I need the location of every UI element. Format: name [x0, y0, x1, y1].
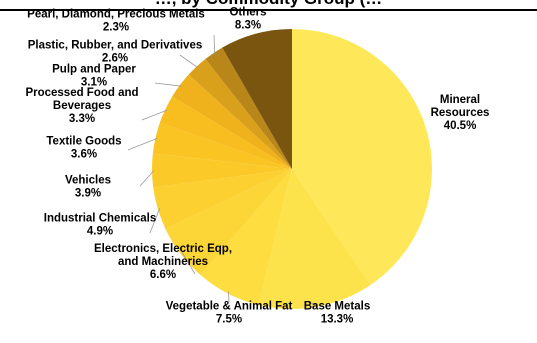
slice-name-label: Plastic, Rubber, and Derivatives — [28, 40, 203, 52]
pie-slice — [222, 29, 292, 169]
slice-value-label: 40.5% — [444, 120, 477, 132]
slice-value-label: 3.1% — [81, 77, 107, 89]
slice-name-label: Resources — [431, 107, 490, 119]
pie-slice — [172, 74, 292, 169]
leader-line — [154, 82, 182, 87]
slice-value-label: 3.9% — [75, 188, 101, 200]
slice-value-label: 13.3% — [321, 314, 354, 326]
pie-slice — [165, 169, 292, 275]
leader-line — [228, 291, 230, 303]
pie-slices — [151, 28, 433, 310]
pie-slice — [151, 153, 292, 188]
leader-line — [149, 208, 161, 234]
leader-line — [307, 301, 317, 306]
slice-name-label: Base Metals — [304, 301, 370, 313]
slice-value-label: 3.6% — [71, 149, 97, 161]
slice-value-label: 7.5% — [216, 314, 242, 326]
slice-name-label: Industrial Chemicals — [44, 213, 156, 225]
slice-name-label: Processed Food and — [25, 87, 138, 99]
slice-name-label: Pulp and Paper — [52, 64, 136, 76]
slice-name-label: Vegetable & Animal Fat — [166, 301, 293, 313]
slice-name-label: Vehicles — [65, 175, 111, 187]
leader-line — [127, 137, 158, 151]
pie-slice — [153, 169, 292, 229]
slice-name-label: and Machineries — [118, 256, 208, 268]
leader-line — [179, 54, 199, 69]
slice-value-label: 4.9% — [87, 226, 113, 238]
chart-title: …, by Commodity Group (… — [0, 0, 537, 9]
slice-name-label: Electronics, Electric Eqp, — [94, 243, 232, 255]
chart-title-text: …, by Commodity Group (… — [0, 0, 537, 9]
slice-name-label: Others — [229, 7, 266, 19]
leader-line — [139, 170, 155, 187]
slice-value-label: 2.6% — [102, 53, 128, 65]
leader-line — [181, 252, 196, 275]
pie-slice — [152, 122, 292, 169]
slice-name-label: Beverages — [53, 100, 111, 112]
pie-slice — [188, 58, 292, 170]
slice-value-label: 8.3% — [235, 20, 261, 32]
pie-slice — [205, 47, 292, 169]
leader-line — [213, 34, 216, 55]
leader-line — [141, 109, 168, 121]
pie-slice — [292, 28, 433, 285]
pie-slice — [200, 169, 292, 305]
pie-slice — [258, 169, 371, 310]
slice-value-label: 6.6% — [150, 269, 176, 281]
slice-value-label: 2.3% — [103, 22, 129, 34]
slice-name-label: Mineral — [440, 94, 480, 106]
slice-name-label: Pearl, Diamond, Precious Metals — [27, 9, 205, 21]
title-rule — [0, 9, 537, 11]
leader-lines — [127, 34, 317, 306]
slice-name-label: Textile Goods — [46, 136, 121, 148]
pie-slice — [159, 96, 292, 169]
slice-value-label: 3.3% — [69, 113, 95, 125]
